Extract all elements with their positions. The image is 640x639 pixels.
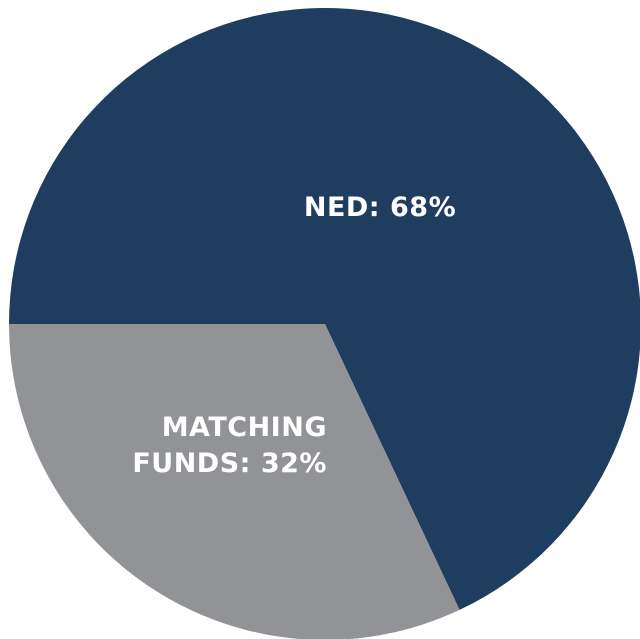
category-label: MATCHING FUNDS: xyxy=(132,412,327,479)
value-label: 68% xyxy=(390,192,457,223)
slice-label-text: MATCHING FUNDS: 32% xyxy=(95,410,327,482)
category-label: NED: xyxy=(303,192,381,223)
pie-slice xyxy=(9,324,460,639)
slice-label: NED: 68% xyxy=(240,190,520,226)
slice-label: MATCHING FUNDS: 32% xyxy=(95,410,327,482)
value-label: 32% xyxy=(260,448,327,479)
slice-label-text: NED: 68% xyxy=(240,190,520,226)
pie-slice xyxy=(9,8,640,610)
